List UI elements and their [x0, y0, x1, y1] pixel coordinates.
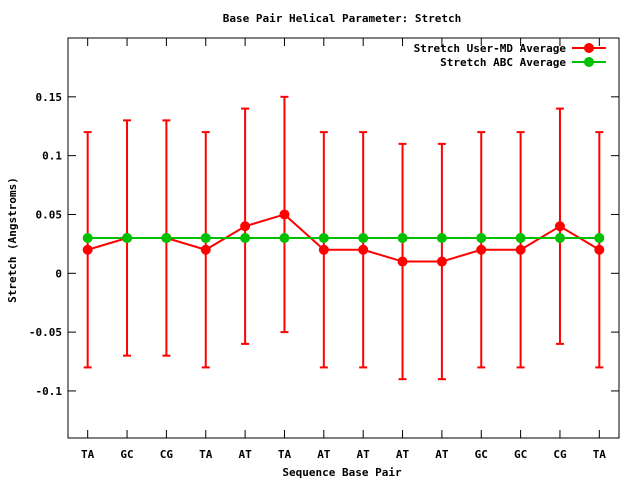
data-point — [397, 256, 408, 267]
data-point — [515, 233, 526, 243]
data-point — [82, 233, 93, 243]
x-axis-label: Sequence Base Pair — [282, 466, 402, 479]
x-axis: TA GC CG TA AT TA AT AT AT AT GC GC CG TA — [81, 38, 606, 461]
plot-frame — [67, 37, 620, 439]
legend-swatch-marker — [584, 57, 594, 67]
legend-label: Stretch User-MD Average — [414, 42, 567, 55]
data-point — [476, 244, 487, 255]
data-point — [554, 221, 565, 232]
legend-entry-user-md: Stretch User-MD Average — [414, 42, 606, 55]
data-point — [594, 244, 605, 255]
x-tick-label: TA — [199, 448, 213, 461]
data-point — [358, 233, 369, 243]
data-point — [318, 244, 329, 255]
legend-swatch-marker — [584, 43, 594, 53]
data-point — [200, 233, 211, 243]
y-tick-label: -0.05 — [29, 326, 62, 339]
y-tick-label: 0 — [55, 267, 62, 280]
x-tick-label: AT — [435, 448, 449, 461]
data-point — [161, 233, 172, 243]
legend-label: Stretch ABC Average — [440, 56, 566, 69]
y-axis: -0.1 -0.05 0 0.05 0.1 0.15 — [29, 91, 619, 398]
data-point — [82, 244, 93, 255]
x-tick-label: GC — [514, 448, 527, 461]
data-point — [436, 233, 447, 243]
chart-title: Base Pair Helical Parameter: Stretch — [223, 12, 461, 25]
x-tick-label: CG — [160, 448, 174, 461]
x-tick-label: TA — [593, 448, 607, 461]
data-point — [397, 233, 408, 243]
y-tick-label: 0.15 — [36, 91, 63, 104]
data-point — [436, 256, 447, 267]
x-tick-label: AT — [317, 448, 331, 461]
data-point — [476, 233, 487, 243]
y-tick-label: 0.1 — [42, 150, 62, 163]
legend: Stretch User-MD Average Stretch ABC Aver… — [414, 42, 606, 69]
data-point — [594, 233, 605, 243]
data-point — [318, 233, 329, 243]
data-point — [240, 233, 251, 243]
legend-entry-abc: Stretch ABC Average — [440, 56, 606, 69]
data-point — [240, 221, 251, 232]
y-tick-label: -0.1 — [36, 385, 63, 398]
data-point — [515, 244, 526, 255]
data-point — [200, 244, 211, 255]
series-line-0 — [87, 213, 600, 263]
x-tick-label: TA — [81, 448, 95, 461]
x-tick-label: AT — [357, 448, 371, 461]
data-point — [554, 233, 565, 243]
y-axis-label: Stretch (Angstroms) — [6, 177, 19, 303]
x-tick-label: AT — [396, 448, 410, 461]
x-tick-label: AT — [238, 448, 252, 461]
x-tick-label: TA — [278, 448, 292, 461]
x-tick-label: GC — [120, 448, 133, 461]
x-tick-label: CG — [553, 448, 567, 461]
data-point — [358, 244, 369, 255]
data-point — [279, 209, 290, 220]
y-tick-label: 0.05 — [36, 208, 63, 221]
x-tick-label: GC — [475, 448, 488, 461]
data-point — [122, 233, 133, 243]
series-points — [82, 209, 605, 267]
series-lines — [87, 213, 600, 263]
data-point — [279, 233, 290, 243]
